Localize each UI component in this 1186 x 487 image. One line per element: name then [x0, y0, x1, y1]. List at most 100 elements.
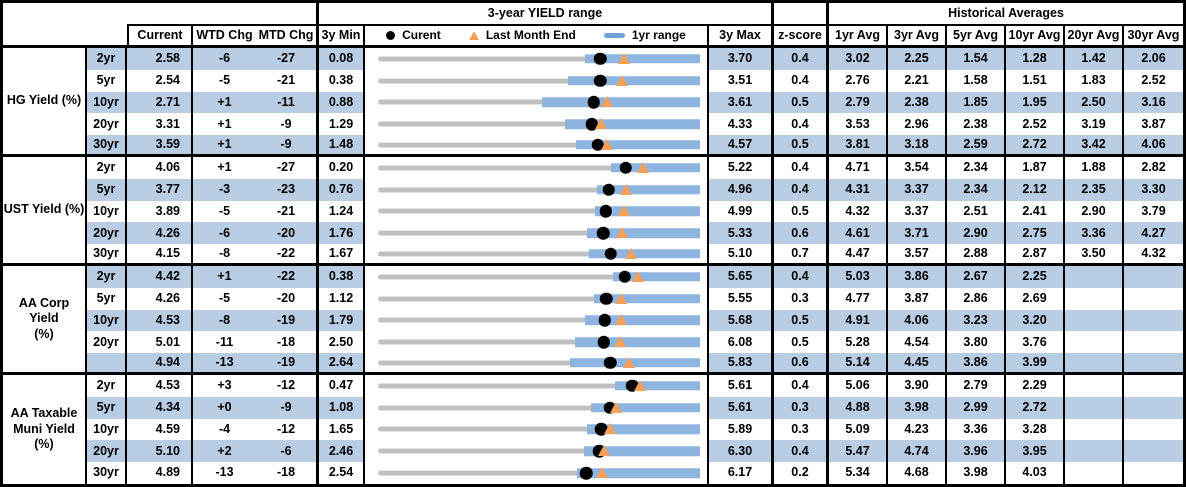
yield-range-chart	[365, 265, 709, 288]
z-score-value: 0.4	[774, 156, 829, 179]
10yr-avg-value: 3.95	[1006, 440, 1065, 463]
legend-current-label: Curent	[402, 28, 441, 43]
3y-range-track	[378, 230, 700, 236]
3y-min-value: 2.54	[319, 462, 365, 484]
current-value: 4.89	[127, 462, 193, 484]
20yr-avg-value: 2.35	[1065, 178, 1124, 201]
10yr-avg-value: 2.41	[1006, 200, 1065, 223]
3y-max-value: 5.83	[709, 353, 774, 375]
tenor-label: 20yr	[87, 331, 127, 354]
mtd-change-value: -12	[256, 374, 319, 397]
current-dot	[603, 356, 617, 369]
yield-range-chart	[365, 287, 709, 310]
blank-above-zscore	[774, 3, 829, 26]
3y-range-track	[378, 165, 700, 171]
5yr-avg-value: 2.88	[947, 244, 1006, 266]
1yr-avg-value: 5.14	[829, 353, 888, 375]
10yr-avg-value: 2.75	[1006, 222, 1065, 245]
mtd-change-value: -19	[256, 309, 319, 332]
tenor-label: 5yr	[87, 287, 127, 310]
1yr-range-bar	[585, 54, 700, 64]
1yr-avg-value: 3.53	[829, 113, 888, 136]
z-score-value: 0.4	[774, 48, 829, 70]
3yr-avg-value: 3.37	[888, 200, 947, 223]
1yr-avg-value: 4.88	[829, 396, 888, 419]
3y-min-value: 0.47	[319, 374, 365, 397]
mtd-change-value: -12	[256, 418, 319, 441]
yield-range-chart	[365, 440, 709, 463]
tenor-label: 2yr	[87, 156, 127, 179]
col-header-5yr-avg: 5yr Avg	[947, 26, 1006, 48]
yield-range-chart	[365, 69, 709, 92]
yield-range-chart	[365, 331, 709, 354]
3y-min-value: 0.38	[319, 69, 365, 92]
current-value: 4.53	[127, 374, 193, 397]
current-value: 4.53	[127, 309, 193, 332]
z-score-value: 0.5	[774, 135, 829, 157]
current-value: 2.58	[127, 48, 193, 70]
5yr-avg-value: 1.58	[947, 69, 1006, 92]
30yr-avg-value: 3.30	[1124, 178, 1183, 201]
z-score-value: 0.4	[774, 113, 829, 136]
30yr-avg-value: 3.79	[1141, 203, 1166, 218]
yield-range-chart	[365, 374, 709, 397]
last-month-end-triangle	[614, 292, 627, 304]
10yr-avg-value: 1.87	[1006, 156, 1065, 179]
3yr-avg-value: 3.18	[888, 135, 947, 157]
current-dot	[604, 247, 618, 260]
5yr-avg-value: 1.85	[947, 91, 1006, 114]
current-dot	[587, 96, 601, 109]
3y-min-value: 0.08	[319, 48, 365, 70]
3y-min-value: 1.12	[319, 287, 365, 310]
3y-max-value: 5.61	[709, 374, 774, 397]
3y-max-value: 5.89	[709, 418, 774, 441]
current-dot	[585, 118, 599, 131]
1yr-range-bar	[576, 468, 700, 478]
1yr-range-bar	[597, 184, 700, 195]
3y-max-value: 5.61	[709, 396, 774, 419]
1yr-avg-value: 4.77	[829, 287, 888, 310]
1yr-avg-value: 4.31	[829, 178, 888, 201]
current-value: 4.34	[127, 396, 193, 419]
chart-section-title: 3-year YIELD range	[319, 3, 774, 26]
30yr-avg-value	[1124, 309, 1183, 332]
30yr-avg-value	[1124, 375, 1183, 397]
current-value: 4.26	[127, 222, 193, 245]
10yr-avg-value: 3.76	[1006, 331, 1065, 354]
tenor-label: 10yr	[87, 309, 127, 332]
30yr-avg-value	[1124, 265, 1183, 288]
current-value: 2.54	[127, 69, 193, 92]
wtd-change-value: +3	[217, 378, 232, 393]
mtd-change-value: -18	[256, 331, 319, 354]
3y-min-value: 1.67	[319, 244, 365, 266]
col-header-30yr-avg: 30yr Avg	[1124, 26, 1183, 48]
3y-max-value: 4.96	[709, 178, 774, 201]
col-header-3y-min: 3y Min	[319, 26, 365, 48]
3y-max-value: 5.68	[709, 309, 774, 332]
20yr-avg-value: 1.42	[1065, 48, 1124, 70]
3y-max-value: 3.61	[709, 91, 774, 114]
3y-min-value: 0.76	[319, 178, 365, 201]
z-score-value: 0.5	[774, 200, 829, 223]
col-header-3yr-avg: 3yr Avg	[888, 26, 947, 48]
3y-range-track	[378, 187, 700, 193]
1yr-range-bar	[584, 446, 700, 456]
20yr-avg-value	[1065, 353, 1124, 375]
wtd-change-value: -13	[215, 465, 234, 480]
30yr-avg-value: 4.06	[1124, 135, 1183, 157]
30yr-avg-value: 3.16	[1124, 91, 1183, 114]
5yr-avg-value: 2.67	[947, 265, 1006, 288]
last-month-end-triangle	[615, 74, 628, 86]
yield-range-chart	[365, 309, 709, 332]
10yr-avg-value: 2.69	[1006, 287, 1065, 310]
yield-range-chart	[365, 244, 709, 266]
yield-range-chart	[365, 113, 709, 136]
3y-max-value: 5.10	[709, 244, 774, 266]
col-header-20yr-avg: 20yr Avg	[1065, 26, 1124, 48]
last-month-end-triangle	[615, 227, 628, 239]
30yr-avg-value: 3.87	[1141, 116, 1166, 131]
current-dot	[619, 161, 632, 175]
current-dot	[602, 183, 616, 196]
3y-range-track	[378, 405, 700, 411]
